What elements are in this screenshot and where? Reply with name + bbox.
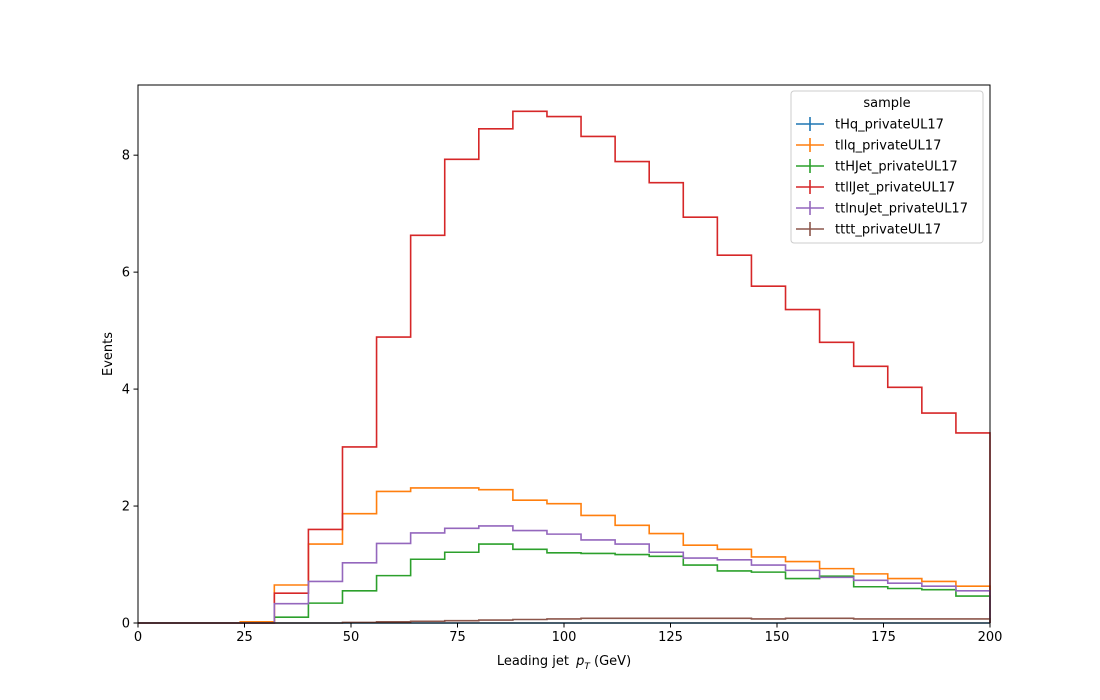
legend-title: sample [863, 96, 910, 111]
legend-entry: tHq_privateUL17 [796, 117, 944, 133]
y-tick-label: 4 [122, 383, 130, 398]
x-tick-label: 175 [871, 630, 896, 645]
legend-label: tllq_privateUL17 [835, 139, 941, 154]
legend-entries: tHq_privateUL17 tllq_privateUL17 ttHJet_pr… [796, 117, 968, 238]
x-axis-title-main: Leading jet [497, 654, 573, 669]
legend-entry: ttHJet_privateUL17 [796, 159, 958, 175]
x-tick-label: 25 [236, 630, 253, 645]
x-tick-label: 50 [343, 630, 360, 645]
y-tick-label: 6 [122, 266, 130, 281]
series-line-4 [138, 525, 991, 624]
x-tick-label: 125 [658, 630, 683, 645]
x-axis-title-unit: (GeV) [590, 654, 631, 669]
legend-entry: tttt_privateUL17 [796, 222, 941, 238]
legend-entry: ttllJet_privateUL17 [796, 180, 955, 196]
y-tick-label: 0 [122, 617, 130, 632]
x-tick-label: 150 [765, 630, 790, 645]
legend-label: ttHJet_privateUL17 [835, 160, 958, 175]
legend-label: tHq_privateUL17 [835, 118, 944, 133]
x-tick-label: 0 [134, 630, 142, 645]
x-tick-label: 200 [978, 630, 1003, 645]
series-line-3 [138, 110, 991, 624]
x-axis-title: Leading jet pT (GeV) [497, 654, 631, 672]
y-axis-ticks: 0 2 4 6 8 [122, 149, 138, 632]
legend-entry: ttlnuJet_privateUL17 [796, 201, 968, 217]
legend-label: ttllJet_privateUL17 [835, 181, 955, 196]
y-tick-label: 8 [122, 149, 130, 164]
legend-entry: tllq_privateUL17 [796, 138, 941, 154]
x-axis-title-subscript: T [584, 662, 591, 672]
x-tick-label: 100 [552, 630, 577, 645]
legend-label: ttlnuJet_privateUL17 [835, 202, 968, 217]
x-axis-ticks: 0 25 50 75 100 125 150 175 200 [134, 623, 1003, 645]
legend-label: tttt_privateUL17 [835, 223, 941, 238]
y-tick-label: 2 [122, 500, 130, 515]
legend-box [790, 90, 984, 244]
legend: sample tHq_privateUL17 tllq_privateUL17tt… [790, 90, 984, 244]
x-axis-title-variable: p [575, 654, 584, 669]
x-tick-label: 75 [449, 630, 466, 645]
series-line-2 [138, 543, 991, 624]
y-axis-title: Events [101, 332, 116, 376]
